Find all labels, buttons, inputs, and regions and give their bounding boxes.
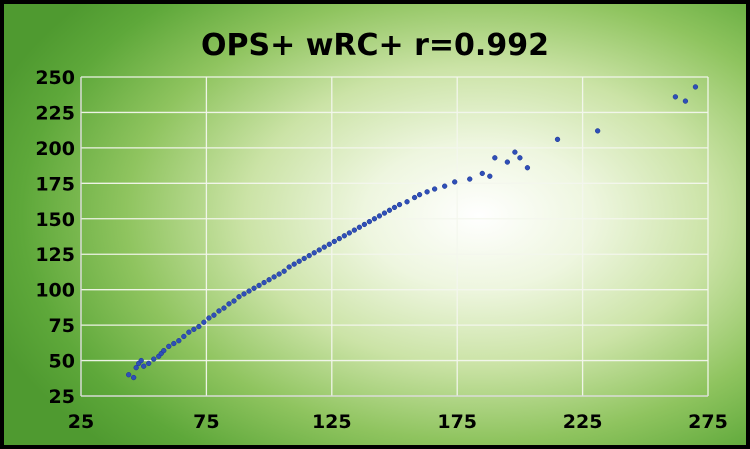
data-point xyxy=(138,357,144,364)
data-point xyxy=(231,298,237,304)
data-point xyxy=(216,308,222,314)
data-point xyxy=(336,235,342,242)
gridlines xyxy=(80,76,709,397)
data-point xyxy=(161,347,167,354)
data-point xyxy=(271,274,277,280)
data-point xyxy=(366,218,373,225)
data-point xyxy=(361,221,368,228)
chart-title: OPS+ wRC+ r=0.992 xyxy=(201,28,549,63)
y-tick-label: 150 xyxy=(35,209,75,231)
data-point xyxy=(411,194,418,201)
data-point xyxy=(246,288,252,294)
data-point xyxy=(492,155,498,161)
x-tick-label: 225 xyxy=(563,411,603,433)
data-point xyxy=(431,186,438,192)
data-point xyxy=(196,323,202,330)
data-point xyxy=(251,285,257,291)
data-point xyxy=(186,329,192,335)
data-point xyxy=(301,255,307,262)
data-point xyxy=(151,356,157,362)
data-point xyxy=(241,291,247,297)
data-point xyxy=(311,250,317,256)
data-point xyxy=(442,183,448,189)
data-point xyxy=(396,201,403,208)
data-point xyxy=(404,199,410,205)
data-point xyxy=(331,238,337,245)
scatter-chart: OPS+ wRC+ r=0.992 2550751001251501752002… xyxy=(35,28,728,433)
y-tick-label: 175 xyxy=(35,173,75,195)
data-point xyxy=(296,258,302,264)
axes xyxy=(80,77,708,397)
y-tick-label: 100 xyxy=(35,280,75,302)
data-point xyxy=(261,279,267,286)
x-axis-ticks: 25 75 125 175 225 275 xyxy=(68,411,728,433)
y-axis-ticks: 25 50 75 100 125 150 175 200 225 250 xyxy=(35,67,75,408)
data-point xyxy=(424,189,430,195)
data-point xyxy=(141,363,147,369)
data-point xyxy=(321,244,327,250)
data-point xyxy=(351,227,358,233)
data-point xyxy=(276,271,282,277)
data-point xyxy=(306,252,312,259)
x-tick-label: 275 xyxy=(688,411,728,433)
data-point xyxy=(682,98,689,104)
data-point xyxy=(487,173,493,179)
data-point xyxy=(416,192,423,198)
data-point xyxy=(291,261,297,267)
x-tick-label: 175 xyxy=(437,411,477,433)
data-point xyxy=(371,216,378,222)
data-point xyxy=(672,94,679,100)
y-tick-label: 25 xyxy=(49,386,75,408)
data-point xyxy=(191,326,197,333)
data-point xyxy=(316,247,322,253)
x-tick-label: 125 xyxy=(312,411,352,433)
data-point xyxy=(524,165,531,171)
data-point xyxy=(266,277,272,283)
data-points xyxy=(126,84,699,381)
y-tick-label: 75 xyxy=(49,315,75,337)
data-point xyxy=(376,213,383,219)
data-point xyxy=(221,305,227,311)
data-point xyxy=(386,207,393,213)
data-point xyxy=(226,301,232,307)
data-point xyxy=(286,264,292,270)
data-point xyxy=(467,176,473,182)
data-point xyxy=(517,155,523,161)
data-point xyxy=(206,315,212,321)
data-point xyxy=(133,364,139,371)
data-point xyxy=(181,333,187,340)
data-point xyxy=(146,360,152,367)
data-point xyxy=(594,128,601,134)
data-point xyxy=(281,268,287,274)
data-point xyxy=(692,84,699,90)
y-tick-label: 50 xyxy=(49,351,75,373)
x-tick-label: 25 xyxy=(68,411,94,433)
y-tick-label: 225 xyxy=(35,102,75,124)
data-point xyxy=(201,319,207,325)
data-point xyxy=(346,230,353,236)
data-point xyxy=(452,179,458,185)
data-point xyxy=(236,294,242,300)
y-tick-label: 200 xyxy=(35,138,75,160)
data-point xyxy=(356,224,363,230)
x-tick-label: 75 xyxy=(193,411,219,433)
data-point xyxy=(256,282,262,289)
y-tick-label: 250 xyxy=(35,67,75,89)
data-point xyxy=(381,210,388,216)
data-point xyxy=(479,170,485,177)
data-point xyxy=(166,343,172,350)
y-tick-label: 125 xyxy=(35,244,75,266)
data-point xyxy=(131,374,137,381)
data-point xyxy=(554,136,561,143)
data-point xyxy=(504,159,511,165)
data-point xyxy=(391,204,398,211)
data-point xyxy=(176,338,182,344)
data-point xyxy=(341,233,347,239)
data-point xyxy=(171,340,177,347)
data-point xyxy=(211,312,217,318)
data-point xyxy=(326,241,332,247)
data-point xyxy=(512,149,518,155)
data-point xyxy=(126,372,132,378)
